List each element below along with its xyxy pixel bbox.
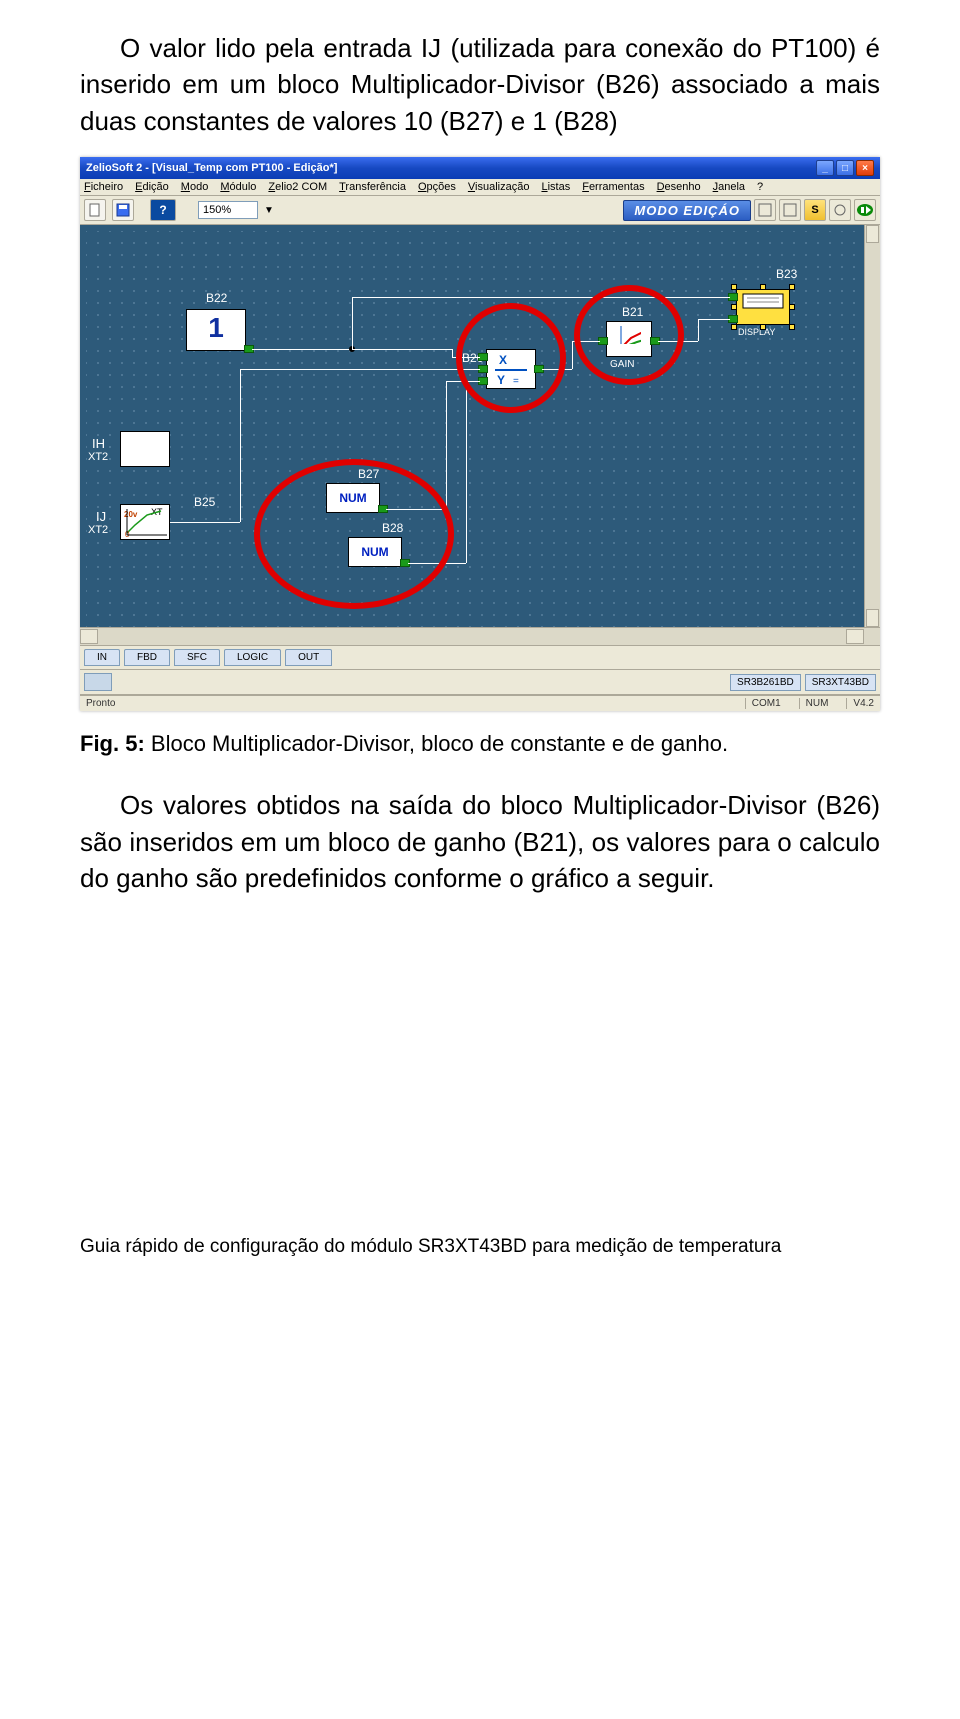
tab-logic[interactable]: LOGIC — [224, 649, 281, 666]
minimize-button[interactable]: _ — [816, 160, 834, 176]
figure-caption: Fig. 5: Bloco Multiplicador-Divisor, blo… — [80, 731, 880, 757]
tab-fbd[interactable]: FBD — [124, 649, 170, 666]
io-label-ij: IJ — [96, 509, 106, 524]
caption-label: Fig. 5: — [80, 731, 145, 756]
io-label-ih: IH — [92, 436, 105, 451]
module-name[interactable]: SR3XT43BD — [805, 674, 876, 691]
tab-bar: IN FBD SFC LOGIC OUT — [80, 645, 880, 670]
menu-item[interactable]: Modo — [181, 181, 209, 193]
block-const-1[interactable]: 1 — [186, 309, 246, 351]
toolbar-help-icon[interactable]: ? — [150, 199, 176, 221]
menu-bar: Ficheiro Edição Modo Módulo Zelio2 COM T… — [80, 179, 880, 196]
close-button[interactable]: × — [856, 160, 874, 176]
status-text: Pronto — [86, 698, 115, 709]
menu-item[interactable]: Transferência — [339, 181, 406, 193]
menu-item[interactable]: Ficheiro — [84, 181, 123, 193]
menu-item[interactable]: Opções — [418, 181, 456, 193]
svg-text:20v: 20v — [124, 510, 138, 519]
mode-bar: MODO EDIÇÁO S — [623, 199, 876, 221]
label-b27: B27 — [358, 467, 379, 481]
vertical-scrollbar[interactable] — [864, 225, 880, 627]
caption-text: Bloco Multiplicador-Divisor, bloco de co… — [145, 731, 728, 756]
paragraph-2: Os valores obtidos na saída do bloco Mul… — [80, 787, 880, 896]
mode-button[interactable] — [779, 199, 801, 221]
label-b25: B25 — [194, 495, 215, 509]
block-num-b27[interactable]: NUM — [326, 483, 380, 513]
io-label-ih-sub: XT2 — [88, 451, 108, 463]
label-b22: B22 — [206, 291, 227, 305]
io-label-ij-sub: XT2 — [88, 524, 108, 536]
tab-in[interactable]: IN — [84, 649, 120, 666]
app-window: ZelioSoft 2 - [Visual_Temp com PT100 - E… — [80, 157, 880, 711]
toolbar-save-icon[interactable] — [112, 199, 134, 221]
tab-sfc[interactable]: SFC — [174, 649, 220, 666]
window-title: ZelioSoft 2 - [Visual_Temp com PT100 - E… — [86, 162, 337, 174]
menu-item[interactable]: Ferramentas — [582, 181, 644, 193]
paragraph-1: O valor lido pela entrada IJ (utilizada … — [80, 30, 880, 139]
footer-text: Guia rápido de configuração do módulo SR… — [80, 1236, 880, 1258]
label-gain: GAIN — [610, 359, 634, 370]
block-gain-b21[interactable] — [606, 321, 652, 357]
menu-item[interactable]: Visualização — [468, 181, 530, 193]
zoom-select[interactable]: 150% — [198, 201, 258, 219]
svg-text:X: X — [499, 353, 507, 367]
toolbar-new-icon[interactable] — [84, 199, 106, 221]
block-num-b28[interactable]: NUM — [348, 537, 402, 567]
mode-s-button[interactable]: S — [804, 199, 826, 221]
annotation-circle-b27-b28 — [254, 459, 454, 609]
menu-item[interactable]: Módulo — [220, 181, 256, 193]
title-bar: ZelioSoft 2 - [Visual_Temp com PT100 - E… — [80, 157, 880, 179]
tab-out[interactable]: OUT — [285, 649, 332, 666]
label-display: DISPLAY — [738, 327, 775, 337]
tool-bar: ? 150% ▼ MODO EDIÇÁO S — [80, 196, 880, 225]
module-name[interactable]: SR3B261BD — [730, 674, 801, 691]
block-ih-io[interactable] — [120, 431, 170, 467]
mode-button[interactable] — [854, 199, 876, 221]
canvas-area[interactable]: IH XT2 IJ XT2 20vXT0 B22 1 B25 B27 NUM B… — [80, 225, 880, 645]
maximize-button[interactable]: □ — [836, 160, 854, 176]
mode-button[interactable] — [754, 199, 776, 221]
status-num: NUM — [799, 698, 829, 709]
block-multdiv-b26[interactable]: X Y = — [486, 349, 536, 389]
menu-item[interactable]: Janela — [713, 181, 745, 193]
module-bar: SR3B261BD SR3XT43BD — [80, 670, 880, 695]
status-ver: V4.2 — [846, 698, 874, 709]
svg-text:Y: Y — [497, 373, 505, 387]
label-b28: B28 — [382, 521, 403, 535]
label-b23: B23 — [776, 267, 797, 281]
status-bar: Pronto COM1 NUM V4.2 — [80, 695, 880, 711]
block-ij-io[interactable]: 20vXT0 — [120, 504, 170, 540]
block-display-b23[interactable] — [736, 289, 790, 325]
menu-item[interactable]: Desenho — [657, 181, 701, 193]
horizontal-scrollbar[interactable] — [80, 627, 880, 645]
mode-button[interactable] — [829, 199, 851, 221]
status-com: COM1 — [745, 698, 781, 709]
svg-text:=: = — [513, 376, 519, 387]
menu-item[interactable]: Zelio2 COM — [268, 181, 327, 193]
menu-item[interactable]: ? — [757, 181, 763, 193]
mode-badge: MODO EDIÇÁO — [623, 200, 751, 221]
menu-item[interactable]: Listas — [541, 181, 570, 193]
label-b21: B21 — [622, 305, 643, 319]
module-icon[interactable] — [84, 673, 112, 691]
menu-item[interactable]: Edição — [135, 181, 169, 193]
